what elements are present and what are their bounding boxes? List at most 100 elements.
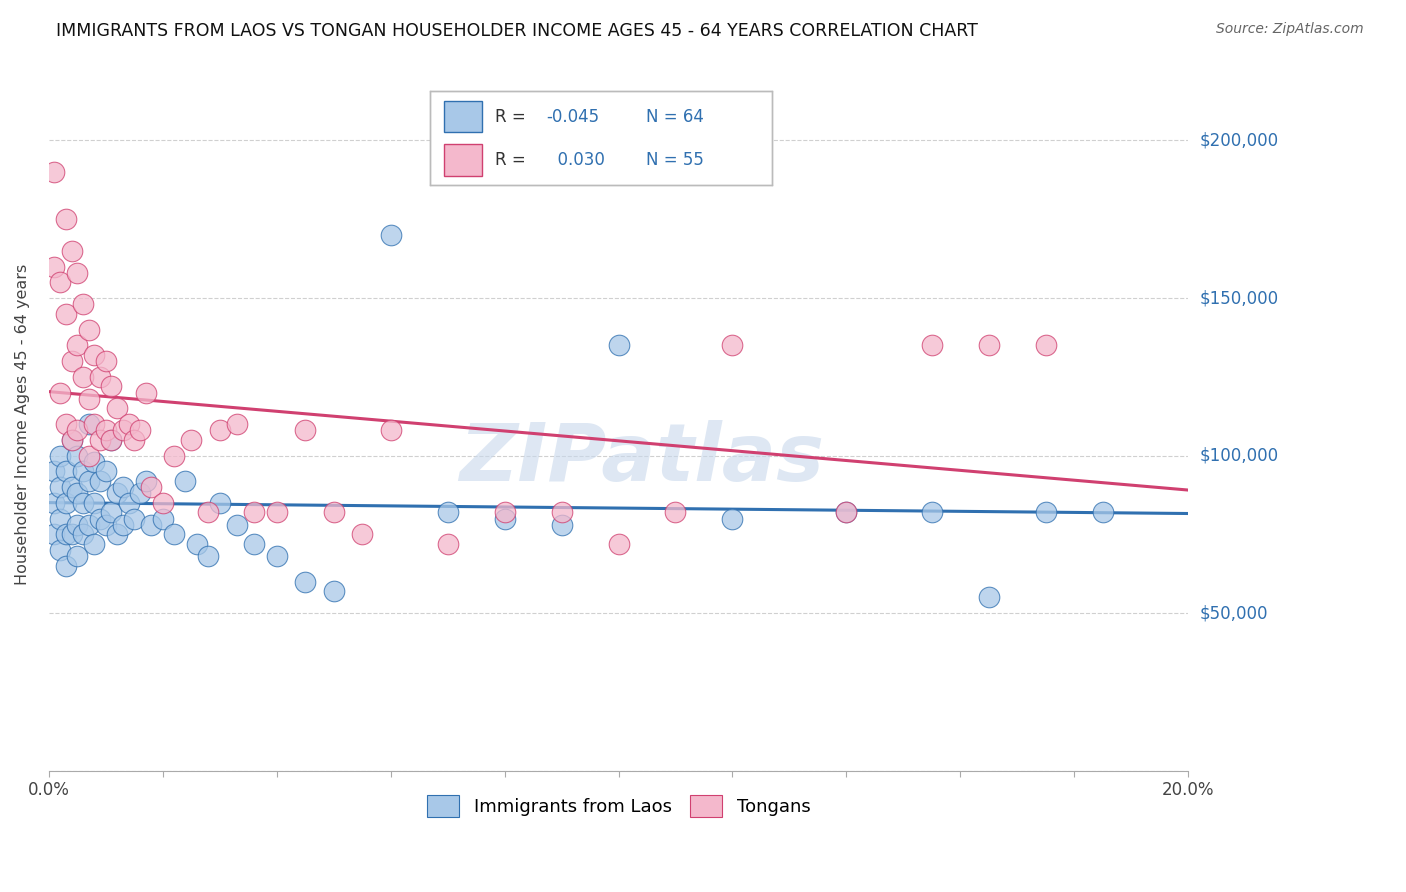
Point: [49, 385, 72, 400]
Point: [89, 511, 111, 525]
Point: [100, 379, 122, 393]
Point: [66, 549, 89, 564]
Point: [72, 464, 94, 478]
Point: [197, 505, 219, 519]
Point: [1035, 505, 1057, 519]
Point: [721, 338, 744, 352]
Point: [83, 455, 105, 469]
Point: [835, 505, 858, 519]
Point: [1035, 338, 1057, 352]
Point: [322, 584, 344, 599]
Point: [66, 266, 89, 280]
Point: [921, 338, 943, 352]
Point: [100, 433, 122, 447]
Point: [1091, 505, 1114, 519]
Point: [105, 527, 128, 541]
Point: [44, 527, 66, 541]
Point: [243, 505, 266, 519]
Point: [243, 537, 266, 551]
Point: [835, 505, 858, 519]
Text: ZIPatlas: ZIPatlas: [458, 420, 824, 498]
Point: [180, 433, 202, 447]
Point: [105, 486, 128, 500]
Legend: Immigrants from Laos, Tongans: Immigrants from Laos, Tongans: [419, 788, 817, 824]
Point: [94, 464, 117, 478]
Point: [117, 496, 139, 510]
Point: [72, 527, 94, 541]
Point: [72, 496, 94, 510]
Point: [66, 517, 89, 532]
Point: [380, 423, 402, 437]
Point: [135, 474, 157, 488]
Point: [60, 433, 83, 447]
Point: [77, 417, 100, 431]
Point: [607, 338, 630, 352]
Point: [111, 423, 134, 437]
Point: [135, 385, 157, 400]
Point: [72, 297, 94, 311]
Text: $200,000: $200,000: [1199, 131, 1278, 150]
Point: [436, 505, 458, 519]
Point: [122, 433, 145, 447]
Point: [141, 517, 163, 532]
Point: [89, 474, 111, 488]
Point: [72, 369, 94, 384]
Point: [266, 549, 288, 564]
Point: [77, 517, 100, 532]
Point: [294, 423, 316, 437]
Point: [163, 449, 186, 463]
Point: [208, 496, 231, 510]
Point: [49, 511, 72, 525]
Point: [60, 244, 83, 258]
Point: [66, 423, 89, 437]
Point: [55, 212, 77, 227]
Point: [977, 591, 1000, 605]
Point: [60, 480, 83, 494]
Point: [55, 558, 77, 573]
Point: [111, 517, 134, 532]
Text: IMMIGRANTS FROM LAOS VS TONGAN HOUSEHOLDER INCOME AGES 45 - 64 YEARS CORRELATION: IMMIGRANTS FROM LAOS VS TONGAN HOUSEHOLD…: [56, 22, 979, 40]
Y-axis label: Householder Income Ages 45 - 64 years: Householder Income Ages 45 - 64 years: [15, 263, 30, 584]
Point: [89, 369, 111, 384]
Point: [494, 511, 516, 525]
Point: [550, 517, 572, 532]
Point: [225, 417, 247, 431]
Point: [225, 517, 247, 532]
Point: [94, 423, 117, 437]
Point: [129, 486, 152, 500]
Point: [55, 307, 77, 321]
Point: [49, 275, 72, 289]
Point: [89, 433, 111, 447]
Point: [117, 417, 139, 431]
Point: [49, 480, 72, 494]
Point: [664, 505, 686, 519]
Text: $100,000: $100,000: [1199, 447, 1278, 465]
Point: [94, 517, 117, 532]
Point: [55, 527, 77, 541]
Point: [186, 537, 208, 551]
Point: [44, 464, 66, 478]
Point: [44, 260, 66, 274]
Point: [83, 537, 105, 551]
Point: [174, 474, 197, 488]
Point: [44, 496, 66, 510]
Point: [494, 505, 516, 519]
Point: [77, 392, 100, 406]
Point: [105, 401, 128, 416]
Point: [55, 496, 77, 510]
Point: [294, 574, 316, 589]
Point: [77, 474, 100, 488]
Point: [352, 527, 374, 541]
Point: [44, 165, 66, 179]
Point: [550, 505, 572, 519]
Point: [66, 486, 89, 500]
Point: [266, 505, 288, 519]
Point: [921, 505, 943, 519]
Point: [122, 511, 145, 525]
Point: [977, 338, 1000, 352]
Point: [141, 480, 163, 494]
Point: [721, 511, 744, 525]
Point: [380, 227, 402, 242]
Point: [83, 417, 105, 431]
Text: Source: ZipAtlas.com: Source: ZipAtlas.com: [1216, 22, 1364, 37]
